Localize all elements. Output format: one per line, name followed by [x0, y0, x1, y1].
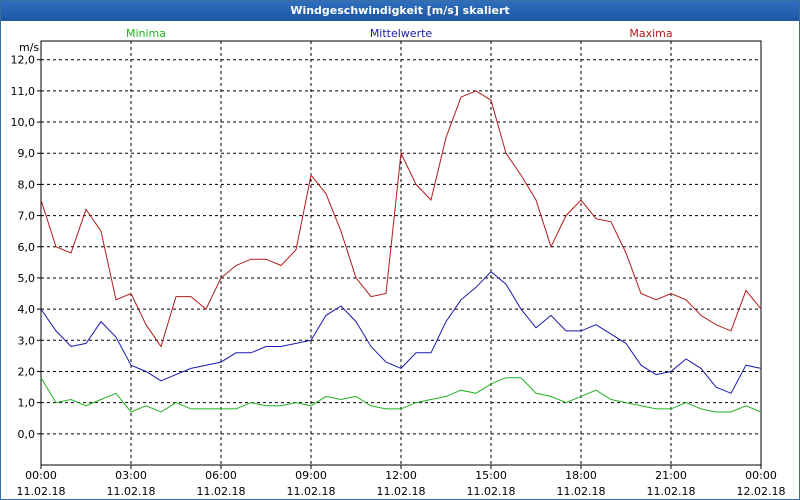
window-title: Windgeschwindigkeit [m/s] skaliert — [1, 1, 799, 21]
y-axis-ticks: 0,0 1,0 2,0 3,0 4,0 5,0 6,0 7,0 8,0 9,0 10,0 11,0 12… — [11, 54, 41, 441]
y-tick-label: 10,0 — [11, 116, 36, 129]
x-tick-time: 12:00 — [385, 469, 417, 482]
legend-maxima: Maxima — [629, 27, 672, 40]
y-tick-label: 5,0 — [18, 272, 36, 285]
y-tick-label: 0,0 — [18, 428, 36, 441]
y-tick-label: 12,0 — [11, 54, 36, 67]
x-tick-time: 06:00 — [205, 469, 237, 482]
x-tick-time: 00:00 — [25, 469, 57, 482]
y-tick-label: 4,0 — [18, 303, 36, 316]
x-tick-date: 11.02.18 — [107, 485, 156, 498]
y-axis-label: m/s — [19, 41, 39, 54]
x-tick-date: 12.02.18 — [737, 485, 786, 498]
y-tick-label: 2,0 — [18, 365, 36, 378]
y-tick-label: 11,0 — [11, 85, 36, 98]
x-tick-date: 11.02.18 — [557, 485, 606, 498]
y-tick-label: 7,0 — [18, 210, 36, 223]
x-tick-time: 15:00 — [475, 469, 507, 482]
x-tick-time: 18:00 — [565, 469, 597, 482]
series-line-minima — [40, 377, 762, 413]
x-tick-date: 11.02.18 — [467, 485, 516, 498]
legend: Minima Mittelwerte Maxima — [126, 27, 673, 40]
x-tick-date: 11.02.18 — [197, 485, 246, 498]
x-tick-time: 09:00 — [295, 469, 327, 482]
y-tick-label: 1,0 — [18, 397, 36, 410]
wind-speed-chart: 0,0 1,0 2,0 3,0 4,0 5,0 6,0 7,0 8,0 9,0 10,0 11,0 12… — [11, 27, 786, 498]
grid — [41, 41, 761, 465]
x-tick-date: 11.02.18 — [17, 485, 66, 498]
series-line-mittelwerte — [40, 271, 762, 394]
x-tick-time: 03:00 — [115, 469, 147, 482]
legend-mittelwerte: Mittelwerte — [370, 27, 433, 40]
legend-minima: Minima — [126, 27, 166, 40]
x-tick-date: 11.02.18 — [377, 485, 426, 498]
x-tick-time: 00:00 — [745, 469, 777, 482]
x-tick-time: 21:00 — [655, 469, 687, 482]
x-tick-date: 11.02.18 — [647, 485, 696, 498]
y-tick-label: 6,0 — [18, 241, 36, 254]
y-tick-label: 9,0 — [18, 147, 36, 160]
x-axis-ticks: 00:00 11.02.18 03:00 11.02.18 06:00 11.02.18 0… — [17, 465, 786, 498]
y-tick-label: 3,0 — [18, 334, 36, 347]
y-tick-label: 8,0 — [18, 178, 36, 191]
series-line-maxima — [40, 90, 762, 348]
x-tick-date: 11.02.18 — [287, 485, 336, 498]
series-lines — [40, 90, 762, 413]
